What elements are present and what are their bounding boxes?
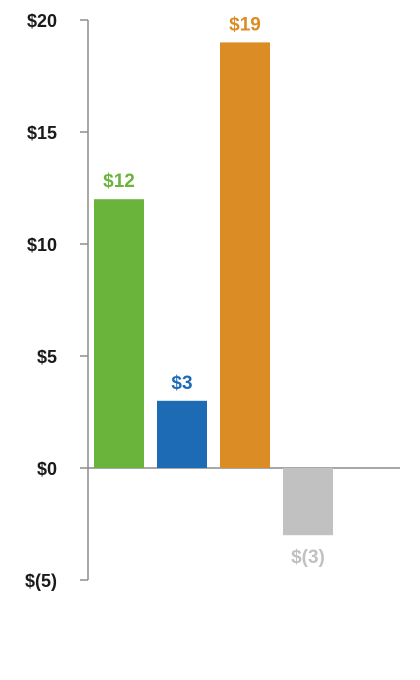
data-label: $19 <box>229 14 261 35</box>
y-tick-label: $10 <box>27 235 57 255</box>
bars <box>94 42 333 536</box>
bar <box>94 199 144 468</box>
data-label: $(3) <box>291 547 325 568</box>
y-tick-label: $0 <box>37 459 57 479</box>
data-label: $12 <box>103 171 135 192</box>
bar <box>157 400 207 468</box>
data-labels: $12 $3 $19 $(3) <box>103 14 325 568</box>
y-tick-label: $(5) <box>25 571 57 591</box>
y-tick-label: $15 <box>27 123 57 143</box>
y-tick-label: $20 <box>27 11 57 31</box>
data-label: $3 <box>171 373 192 394</box>
bar <box>283 468 333 536</box>
bar <box>220 42 270 469</box>
y-axis: $20 $15 $10 $5 $0 $(5) <box>25 11 400 591</box>
y-tick-label: $5 <box>37 347 57 367</box>
